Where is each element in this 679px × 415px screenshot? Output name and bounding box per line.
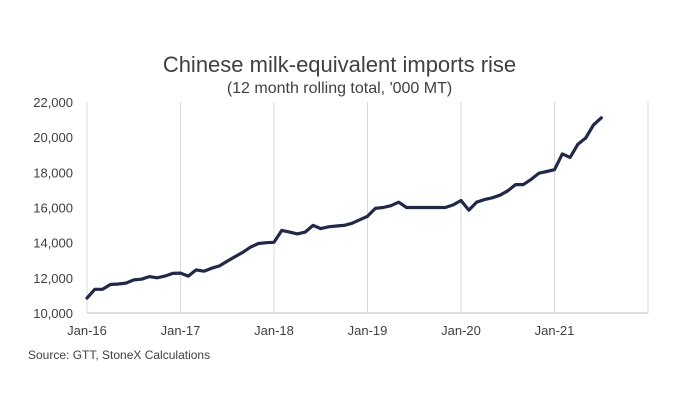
- data-point: [538, 172, 540, 174]
- y-tick-label: 10,000: [33, 306, 73, 321]
- data-point: [413, 206, 415, 208]
- x-tick-label: Jan-18: [254, 323, 294, 338]
- data-point: [203, 270, 205, 272]
- data-point: [452, 204, 454, 206]
- data-point: [187, 275, 189, 277]
- data-point: [281, 229, 283, 231]
- data-point: [351, 222, 353, 224]
- x-tick-label: Jan-21: [535, 323, 575, 338]
- data-point: [429, 206, 431, 208]
- data-point: [140, 278, 142, 280]
- data-point: [125, 282, 127, 284]
- x-tick-label: Jan-20: [441, 323, 481, 338]
- axes: [86, 102, 648, 314]
- chart-title: Chinese milk-equivalent imports rise: [162, 52, 517, 77]
- data-point: [226, 260, 228, 262]
- data-point: [288, 231, 290, 233]
- data-point: [514, 183, 516, 185]
- data-point: [421, 206, 423, 208]
- data-point: [172, 272, 174, 274]
- data-point: [366, 215, 368, 217]
- x-axis-ticks: Jan-16 Jan-17 Jan-18 Jan-19 Jan-20 Jan-21: [67, 323, 574, 338]
- data-point: [577, 143, 579, 145]
- data-point: [312, 224, 314, 226]
- data-point: [405, 206, 407, 208]
- data-point: [390, 205, 392, 207]
- data-point: [530, 178, 532, 180]
- y-tick-label: 14,000: [33, 236, 73, 251]
- data-point: [179, 272, 181, 274]
- data-point: [468, 209, 470, 211]
- data-point: [569, 156, 571, 158]
- y-tick-label: 20,000: [33, 130, 73, 145]
- source-note: Source: GTT, StoneX Calculations: [28, 348, 211, 362]
- data-point: [304, 231, 306, 233]
- data-point: [320, 227, 322, 229]
- data-point: [460, 199, 462, 201]
- data-point: [522, 183, 524, 185]
- data-point: [507, 190, 509, 192]
- data-point: [148, 275, 150, 277]
- data-point: [94, 288, 96, 290]
- data-point: [343, 224, 345, 226]
- x-tick-label: Jan-16: [67, 323, 107, 338]
- data-point: [195, 269, 197, 271]
- data-point: [133, 279, 135, 281]
- data-point: [592, 124, 594, 126]
- data-point: [483, 198, 485, 200]
- data-point: [109, 283, 111, 285]
- data-point: [359, 219, 361, 221]
- data-point: [397, 201, 399, 203]
- y-tick-label: 18,000: [33, 165, 73, 180]
- data-point: [164, 275, 166, 277]
- data-point: [561, 153, 563, 155]
- y-axis-ticks: 10,000 12,000 14,000 16,000 18,000 20,000 22,0…: [33, 95, 73, 321]
- data-point: [475, 201, 477, 203]
- data-point: [273, 241, 275, 243]
- data-point: [156, 277, 158, 279]
- data-point: [234, 256, 236, 258]
- data-point: [257, 242, 259, 244]
- chart-subtitle: (12 month rolling total, '000 MT): [226, 80, 453, 97]
- series-layer: [85, 116, 603, 300]
- data-point: [491, 197, 493, 199]
- data-point: [296, 233, 298, 235]
- data-point: [101, 288, 103, 290]
- data-point: [374, 207, 376, 209]
- data-point: [265, 241, 267, 243]
- y-tick-label: 12,000: [33, 271, 73, 286]
- data-point: [382, 206, 384, 208]
- data-point: [86, 297, 88, 299]
- data-point: [600, 117, 602, 119]
- series-line-0: [85, 116, 603, 300]
- data-point: [242, 251, 244, 253]
- y-tick-label: 22,000: [33, 95, 73, 110]
- data-point: [436, 206, 438, 208]
- data-point: [499, 194, 501, 196]
- data-point: [210, 267, 212, 269]
- data-point: [546, 170, 548, 172]
- data-point: [584, 137, 586, 139]
- data-point: [117, 283, 119, 285]
- data-point: [218, 265, 220, 267]
- vertical-gridlines: [86, 102, 649, 313]
- data-point: [444, 206, 446, 208]
- data-point: [335, 225, 337, 227]
- y-tick-label: 16,000: [33, 201, 73, 216]
- data-point: [249, 246, 251, 248]
- data-point: [327, 226, 329, 228]
- x-tick-label: Jan-17: [161, 323, 201, 338]
- data-point: [553, 168, 555, 170]
- x-tick-label: Jan-19: [348, 323, 388, 338]
